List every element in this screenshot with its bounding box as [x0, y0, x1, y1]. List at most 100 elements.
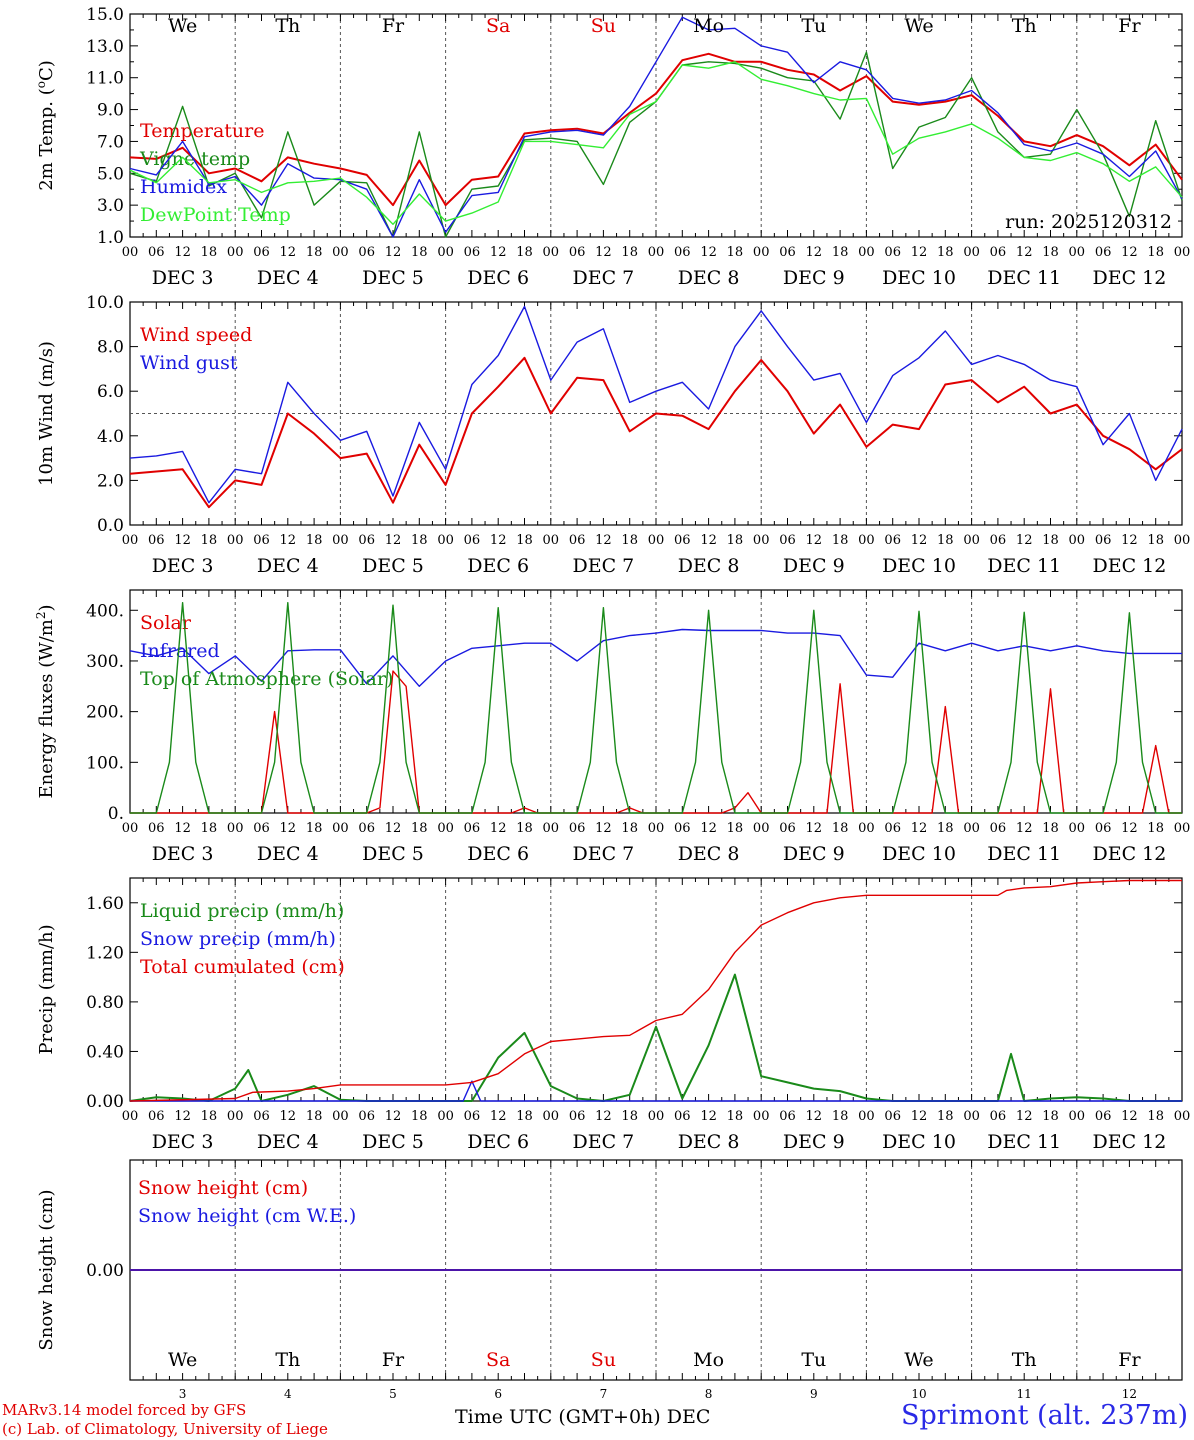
- hour-tick-label: 00: [963, 821, 980, 836]
- hour-tick-label: 06: [674, 533, 691, 548]
- weekday-label: Sa: [486, 15, 510, 37]
- y-tick-label: 0.00: [86, 1261, 124, 1281]
- hour-tick-label: 06: [253, 245, 270, 260]
- weekday-label: Sa: [486, 1349, 510, 1371]
- hour-tick-label: 12: [911, 821, 928, 836]
- y-tick-label: 10.0: [86, 293, 124, 313]
- y-axis-title-part: o: [34, 81, 48, 88]
- legend-temperature: Temperature: [140, 120, 264, 142]
- hour-tick-label: 18: [411, 821, 428, 836]
- hour-tick-label: 18: [727, 533, 744, 548]
- hour-tick-label: 00: [332, 1109, 349, 1124]
- time-axis-title: Time UTC (GMT+0h) DEC: [455, 1406, 711, 1428]
- hour-tick-label: 06: [358, 821, 375, 836]
- hour-tick-label: 18: [516, 821, 533, 836]
- date-label: DEC 8: [678, 267, 740, 289]
- y-tick-label: 0.00: [86, 1092, 124, 1112]
- legend-snow-precip-mm-h-: Snow precip (mm/h): [140, 928, 336, 950]
- hour-tick-label: 12: [1016, 533, 1033, 548]
- y-tick-label: 2.0: [97, 471, 124, 491]
- date-label: DEC 5: [362, 555, 424, 577]
- hour-tick-label: 00: [648, 245, 665, 260]
- series-line-wind-gust: [129, 305, 1183, 504]
- hour-tick-label: 06: [779, 245, 796, 260]
- hour-tick-label: 06: [464, 821, 481, 836]
- hour-tick-label: 00: [648, 1109, 665, 1124]
- hour-tick-label: 18: [306, 533, 323, 548]
- hour-tick-label: 00: [963, 245, 980, 260]
- hour-tick-label: 12: [280, 245, 297, 260]
- hour-tick-label: 18: [832, 533, 849, 548]
- hour-tick-label: 06: [884, 821, 901, 836]
- weekday-label: We: [168, 1349, 197, 1371]
- date-label: DEC 7: [573, 843, 635, 865]
- hour-tick-label: 06: [464, 245, 481, 260]
- day-number-label: 8: [705, 1387, 713, 1401]
- hour-tick-label: 12: [1016, 245, 1033, 260]
- hour-tick-label: 18: [201, 821, 218, 836]
- date-label: DEC 8: [678, 843, 740, 865]
- hour-tick-label: 06: [674, 245, 691, 260]
- hour-tick-label: 12: [700, 533, 717, 548]
- y-tick-label: 100.: [86, 753, 124, 773]
- hour-tick-label: 06: [148, 533, 165, 548]
- legend-humidex: Humidex: [140, 176, 227, 198]
- y-axis-title-part: ): [36, 604, 57, 611]
- hour-tick-label: 00: [332, 533, 349, 548]
- hour-tick-label: 12: [595, 821, 612, 836]
- hour-tick-label: 06: [569, 821, 586, 836]
- hour-tick-label: 00: [648, 533, 665, 548]
- hour-tick-label: 00: [437, 533, 454, 548]
- run-annotation: run: 2025120312: [1005, 211, 1172, 233]
- hour-tick-label: 12: [174, 821, 191, 836]
- hour-tick-label: 00: [332, 821, 349, 836]
- hour-tick-label: 00: [1174, 821, 1191, 836]
- hour-tick-label: 06: [779, 1109, 796, 1124]
- hour-tick-label: 00: [858, 821, 875, 836]
- hour-tick-label: 06: [990, 245, 1007, 260]
- hour-tick-label: 12: [911, 533, 928, 548]
- y-tick-label: 3.0: [97, 196, 124, 216]
- y-tick-label: 15.0: [86, 5, 124, 25]
- hour-tick-label: 18: [516, 245, 533, 260]
- date-label: DEC 7: [573, 1131, 635, 1153]
- date-label: DEC 9: [783, 555, 845, 577]
- hour-tick-label: 12: [911, 1109, 928, 1124]
- y-tick-label: 11.0: [86, 69, 124, 89]
- date-label: DEC 9: [783, 843, 845, 865]
- date-label: DEC 6: [467, 1131, 529, 1153]
- y-tick-label: 200.: [86, 703, 124, 723]
- day-number-label: 7: [600, 1387, 608, 1401]
- y-tick-label: 7.0: [97, 132, 124, 152]
- hour-tick-label: 00: [648, 821, 665, 836]
- date-label: DEC 7: [573, 267, 635, 289]
- date-label: DEC 3: [152, 267, 214, 289]
- lab-credit: (c) Lab. of Climatology, University of L…: [2, 1420, 328, 1438]
- hour-tick-label: 00: [227, 1109, 244, 1124]
- hour-tick-label: 06: [358, 533, 375, 548]
- day-number-label: 12: [1122, 1387, 1137, 1401]
- hour-tick-label: 18: [937, 821, 954, 836]
- hour-tick-label: 06: [779, 533, 796, 548]
- hour-tick-label: 06: [990, 1109, 1007, 1124]
- hour-tick-label: 00: [1174, 245, 1191, 260]
- hour-tick-label: 18: [201, 1109, 218, 1124]
- y-axis-title-part: 2: [34, 611, 48, 619]
- legend-total-cumulated-cm-: Total cumulated (cm): [140, 956, 345, 978]
- series-line-dewpoint-temp: [129, 61, 1183, 226]
- y-tick-label: 6.0: [97, 382, 124, 402]
- hour-tick-label: 12: [806, 1109, 823, 1124]
- hour-tick-label: 18: [516, 533, 533, 548]
- y-axis-title: 2m Temp. (oC): [34, 60, 57, 191]
- hour-tick-label: 00: [753, 1109, 770, 1124]
- date-label: DEC 8: [678, 1131, 740, 1153]
- hour-tick-label: 06: [358, 1109, 375, 1124]
- y-axis-title: 10m Wind (m/s): [36, 341, 57, 486]
- weekday-label: We: [168, 15, 197, 37]
- weekday-label: Th: [275, 15, 300, 37]
- hour-tick-label: 12: [1121, 1109, 1138, 1124]
- hour-tick-label: 00: [122, 245, 139, 260]
- weekday-label: Th: [1012, 1349, 1037, 1371]
- hour-tick-label: 06: [569, 1109, 586, 1124]
- hour-tick-label: 00: [858, 533, 875, 548]
